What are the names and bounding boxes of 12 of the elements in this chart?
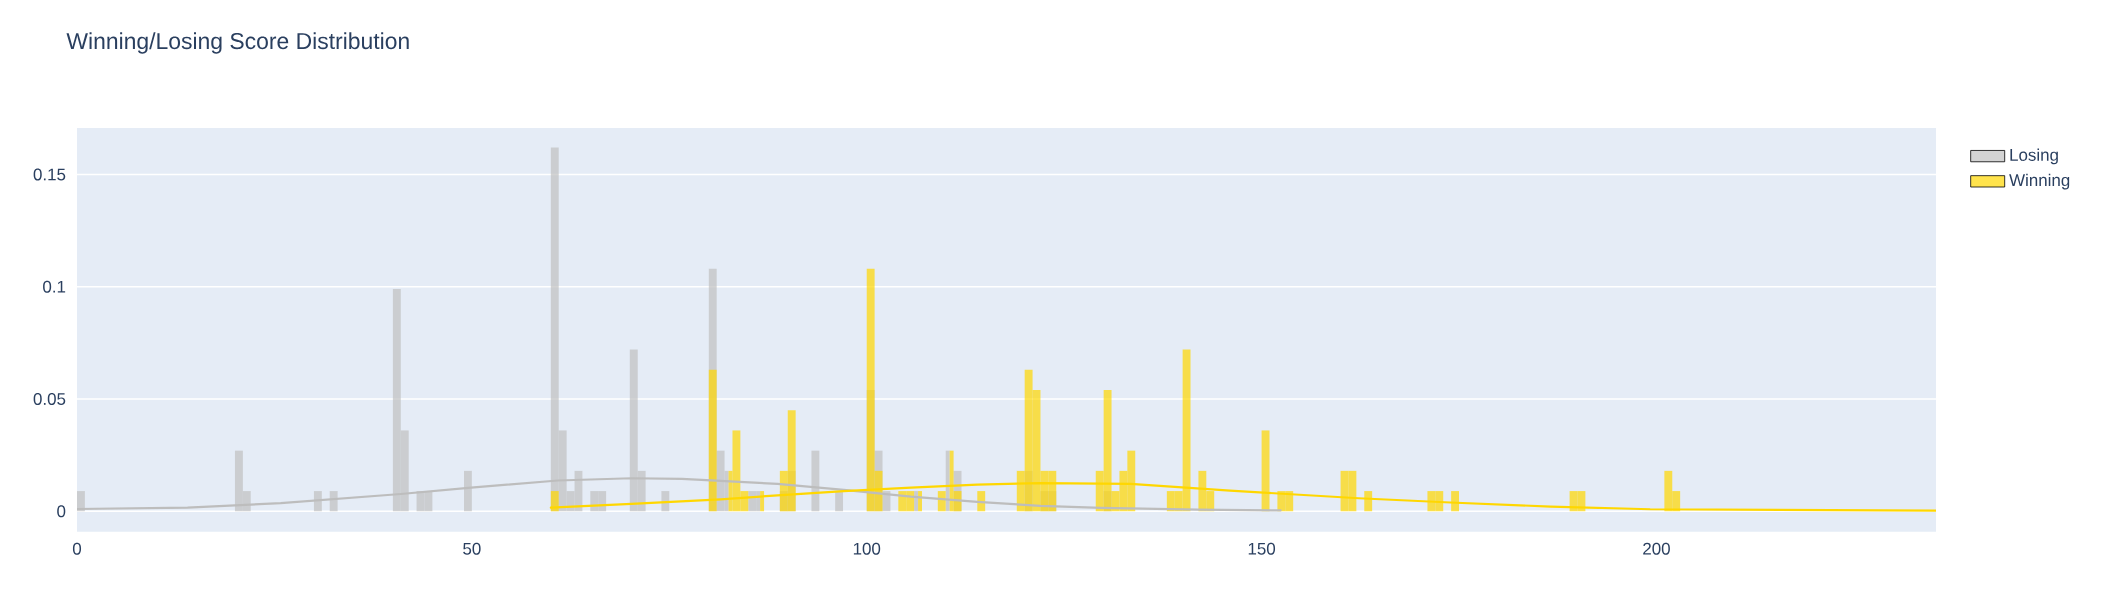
chart-title: Winning/Losing Score Distribution xyxy=(66,32,409,54)
legend-label: Winning xyxy=(2009,173,2070,190)
y-tick-label: 0.05 xyxy=(33,393,66,405)
x-tick-label: 0 xyxy=(72,542,82,555)
y-tick-label: 0.1 xyxy=(43,280,66,293)
x-tick-label: 200 xyxy=(1643,542,1670,555)
x-tick-label: 100 xyxy=(853,542,881,555)
legend-label: Losing xyxy=(2010,148,2058,165)
x-tick-label: 150 xyxy=(1248,542,1276,555)
y-tick-label: 0.15 xyxy=(33,168,66,181)
y-tick-label: 0 xyxy=(57,505,66,518)
x-tick-label: 50 xyxy=(463,542,481,555)
